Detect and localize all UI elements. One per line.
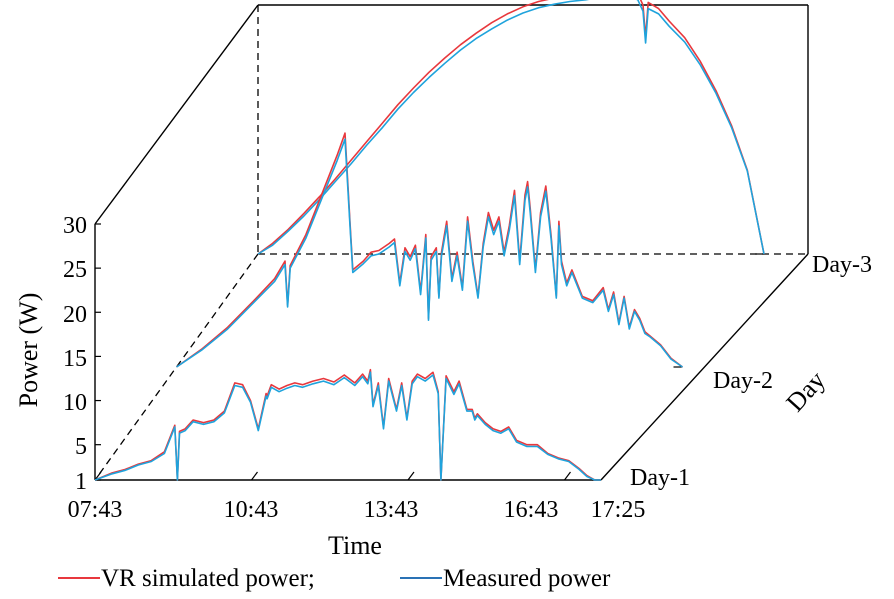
y-tick-labels: 1 5 10 15 20 25 30 [63, 213, 87, 495]
simulated-power-line-day-1 [94, 368, 601, 481]
x-axis-label: Time [328, 531, 382, 560]
z-tick-label: Day-1 [630, 465, 690, 491]
y-tick-label: 15 [63, 346, 87, 372]
z-tick-labels: Day-1 Day-2 Day-3 [630, 252, 872, 491]
y-axis-label: Power (W) [14, 293, 43, 408]
simulated-power-line-day-2 [176, 132, 683, 368]
z-tick-label: Day-2 [713, 368, 773, 394]
x-tick-label: 17:25 [591, 497, 646, 523]
box-hidden-edges [94, 5, 808, 481]
frame-top-left [94, 4, 259, 225]
legend-label-simulated: VR simulated power; [101, 565, 315, 592]
x-tick-labels: 07:43 10:43 13:43 16:43 17:25 [68, 497, 646, 523]
x-tick-label: 16:43 [504, 497, 559, 523]
measured-power-line-day-1 [94, 371, 601, 481]
legend-label-measured: Measured power [443, 565, 611, 592]
x-tick-label: 13:43 [364, 497, 419, 523]
x-tick-mark [94, 471, 102, 481]
x-tick-label: 07:43 [68, 497, 123, 523]
legend: VR simulated power; Measured power [58, 565, 611, 592]
y-tick-label: 10 [63, 390, 87, 416]
hidden-edge-diagonal [94, 253, 259, 481]
z-tick-label: Day-3 [812, 252, 872, 278]
frame-bottom-right [600, 253, 809, 481]
x-tick-mark [251, 471, 258, 481]
y-tick-label: 20 [63, 302, 87, 328]
x-tick-mark [564, 471, 571, 481]
x-tick-label: 10:43 [224, 497, 279, 523]
y-tick-label: 5 [75, 434, 87, 460]
axis-ticks [94, 223, 764, 481]
y-tick-label: 1 [75, 469, 87, 495]
box-frame [94, 4, 809, 481]
z-axis-label: Day [780, 366, 831, 418]
x-tick-mark [407, 471, 415, 481]
y-tick-label: 25 [63, 257, 87, 283]
simulated-power-line-day-3 [257, 0, 765, 255]
measured-power-line-day-3 [257, 0, 765, 255]
series-lines [94, 0, 765, 481]
y-tick-label: 30 [63, 213, 87, 239]
measured-power-line-day-2 [176, 138, 683, 368]
